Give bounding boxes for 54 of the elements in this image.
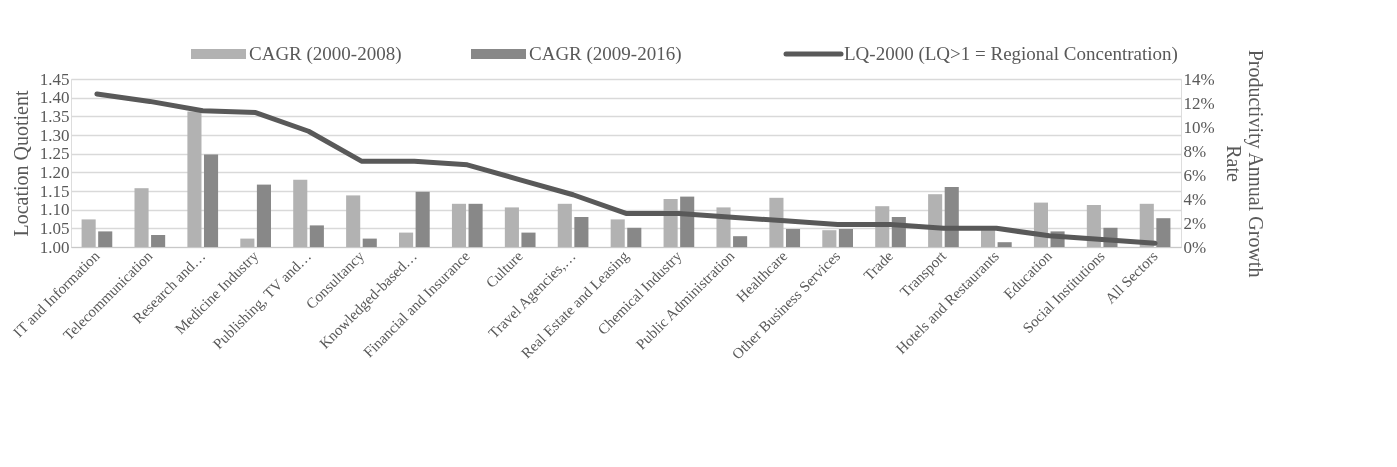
y2-tick-label: 8%	[1183, 141, 1207, 161]
bar	[627, 227, 642, 247]
bar	[504, 207, 519, 247]
y-tick-label: 1.25	[39, 144, 70, 164]
y-tick-label: 1.15	[39, 181, 70, 201]
bar	[203, 154, 219, 247]
bar	[399, 232, 414, 247]
y-tick-label: 1.30	[39, 125, 70, 145]
bar	[451, 203, 467, 247]
legend-label: LQ-2000 (LQ>1 = Regional Concentration)	[844, 43, 1178, 65]
legend-label: CAGR (2009-2016)	[529, 43, 682, 65]
bar	[151, 235, 166, 247]
bar	[822, 230, 837, 247]
bar	[733, 236, 748, 247]
bar	[309, 225, 324, 247]
bar	[98, 231, 113, 247]
bar	[785, 229, 801, 247]
bar	[362, 238, 377, 247]
y2-tick-label: 4%	[1183, 189, 1207, 209]
bar	[557, 203, 572, 247]
y-tick-label: 1.10	[39, 200, 70, 220]
y-tick-label: 1.45	[39, 69, 70, 89]
y2-axis-title: Productivity Annual Growth Rate	[1222, 49, 1267, 278]
bar	[981, 230, 996, 247]
y2-tick-label: 10%	[1183, 117, 1215, 137]
y2-tick-label: 6%	[1183, 165, 1207, 185]
bar	[928, 194, 943, 247]
y-tick-label: 1.40	[39, 88, 70, 108]
y-tick-label: 1.20	[39, 162, 70, 182]
bar	[81, 219, 96, 247]
bar	[521, 232, 536, 247]
y2-tick-label: 14%	[1183, 69, 1215, 89]
bar	[134, 188, 149, 247]
bar	[610, 219, 625, 247]
bar	[240, 238, 255, 247]
bar	[256, 184, 271, 247]
y2-tick-label: 2%	[1183, 213, 1207, 233]
y-tick-label: 1.05	[39, 218, 70, 238]
y-axis-title: Location Quotient	[9, 90, 32, 237]
y-tick-label: 1.00	[39, 237, 70, 257]
bar	[415, 191, 430, 247]
bar	[468, 203, 483, 247]
bar	[838, 229, 853, 247]
bar	[187, 111, 202, 247]
y2-tick-label: 12%	[1183, 93, 1215, 113]
legend-label: CAGR (2000-2008)	[249, 43, 402, 65]
bar	[346, 195, 361, 247]
bar	[997, 242, 1012, 247]
bar	[574, 217, 589, 247]
bar	[1156, 218, 1171, 247]
y2-tick-label: 0%	[1183, 237, 1207, 257]
bar	[944, 187, 959, 247]
bar	[293, 179, 308, 247]
y-tick-label: 1.35	[39, 106, 70, 126]
